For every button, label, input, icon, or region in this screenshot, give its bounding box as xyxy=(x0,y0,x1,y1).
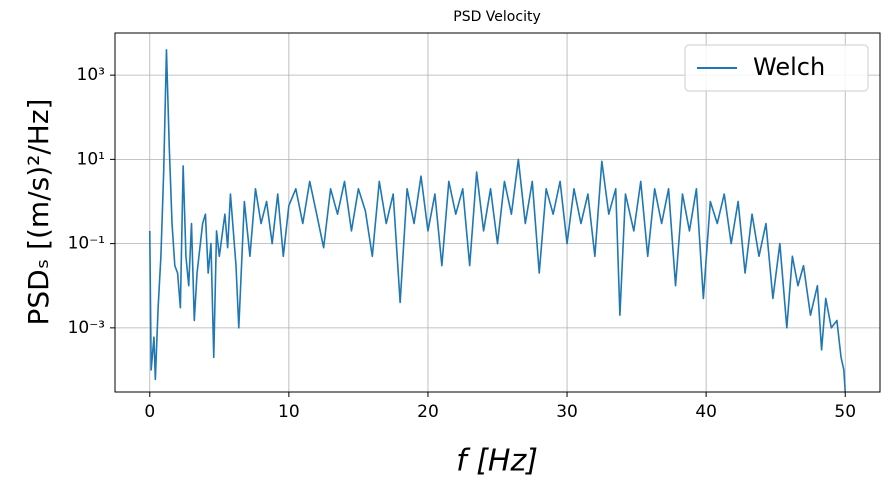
chart-title: PSD Velocity xyxy=(453,9,540,25)
x-tick-label: 10 xyxy=(278,402,300,422)
x-tick-label: 50 xyxy=(834,402,856,422)
x-tick-label: 30 xyxy=(556,402,578,422)
y-tick-label: 10⁻¹ xyxy=(68,234,105,254)
axes-frame xyxy=(114,32,881,393)
y-tick-label: 10³ xyxy=(77,65,105,85)
y-tick-label: 10⁻³ xyxy=(68,318,105,338)
legend-label: Welch xyxy=(753,53,825,81)
x-tick-label: 40 xyxy=(695,402,717,422)
legend-box xyxy=(684,44,869,92)
y-axis-label: PSDₛ [(m/s)²/Hz] xyxy=(22,99,55,326)
x-tick-label: 20 xyxy=(417,402,439,422)
x-tick-label: 0 xyxy=(144,402,155,422)
plot-area xyxy=(148,48,847,392)
x-axis-label: f [Hz] xyxy=(456,444,538,479)
data-line xyxy=(148,48,847,392)
y-tick-label: 10¹ xyxy=(77,149,105,169)
